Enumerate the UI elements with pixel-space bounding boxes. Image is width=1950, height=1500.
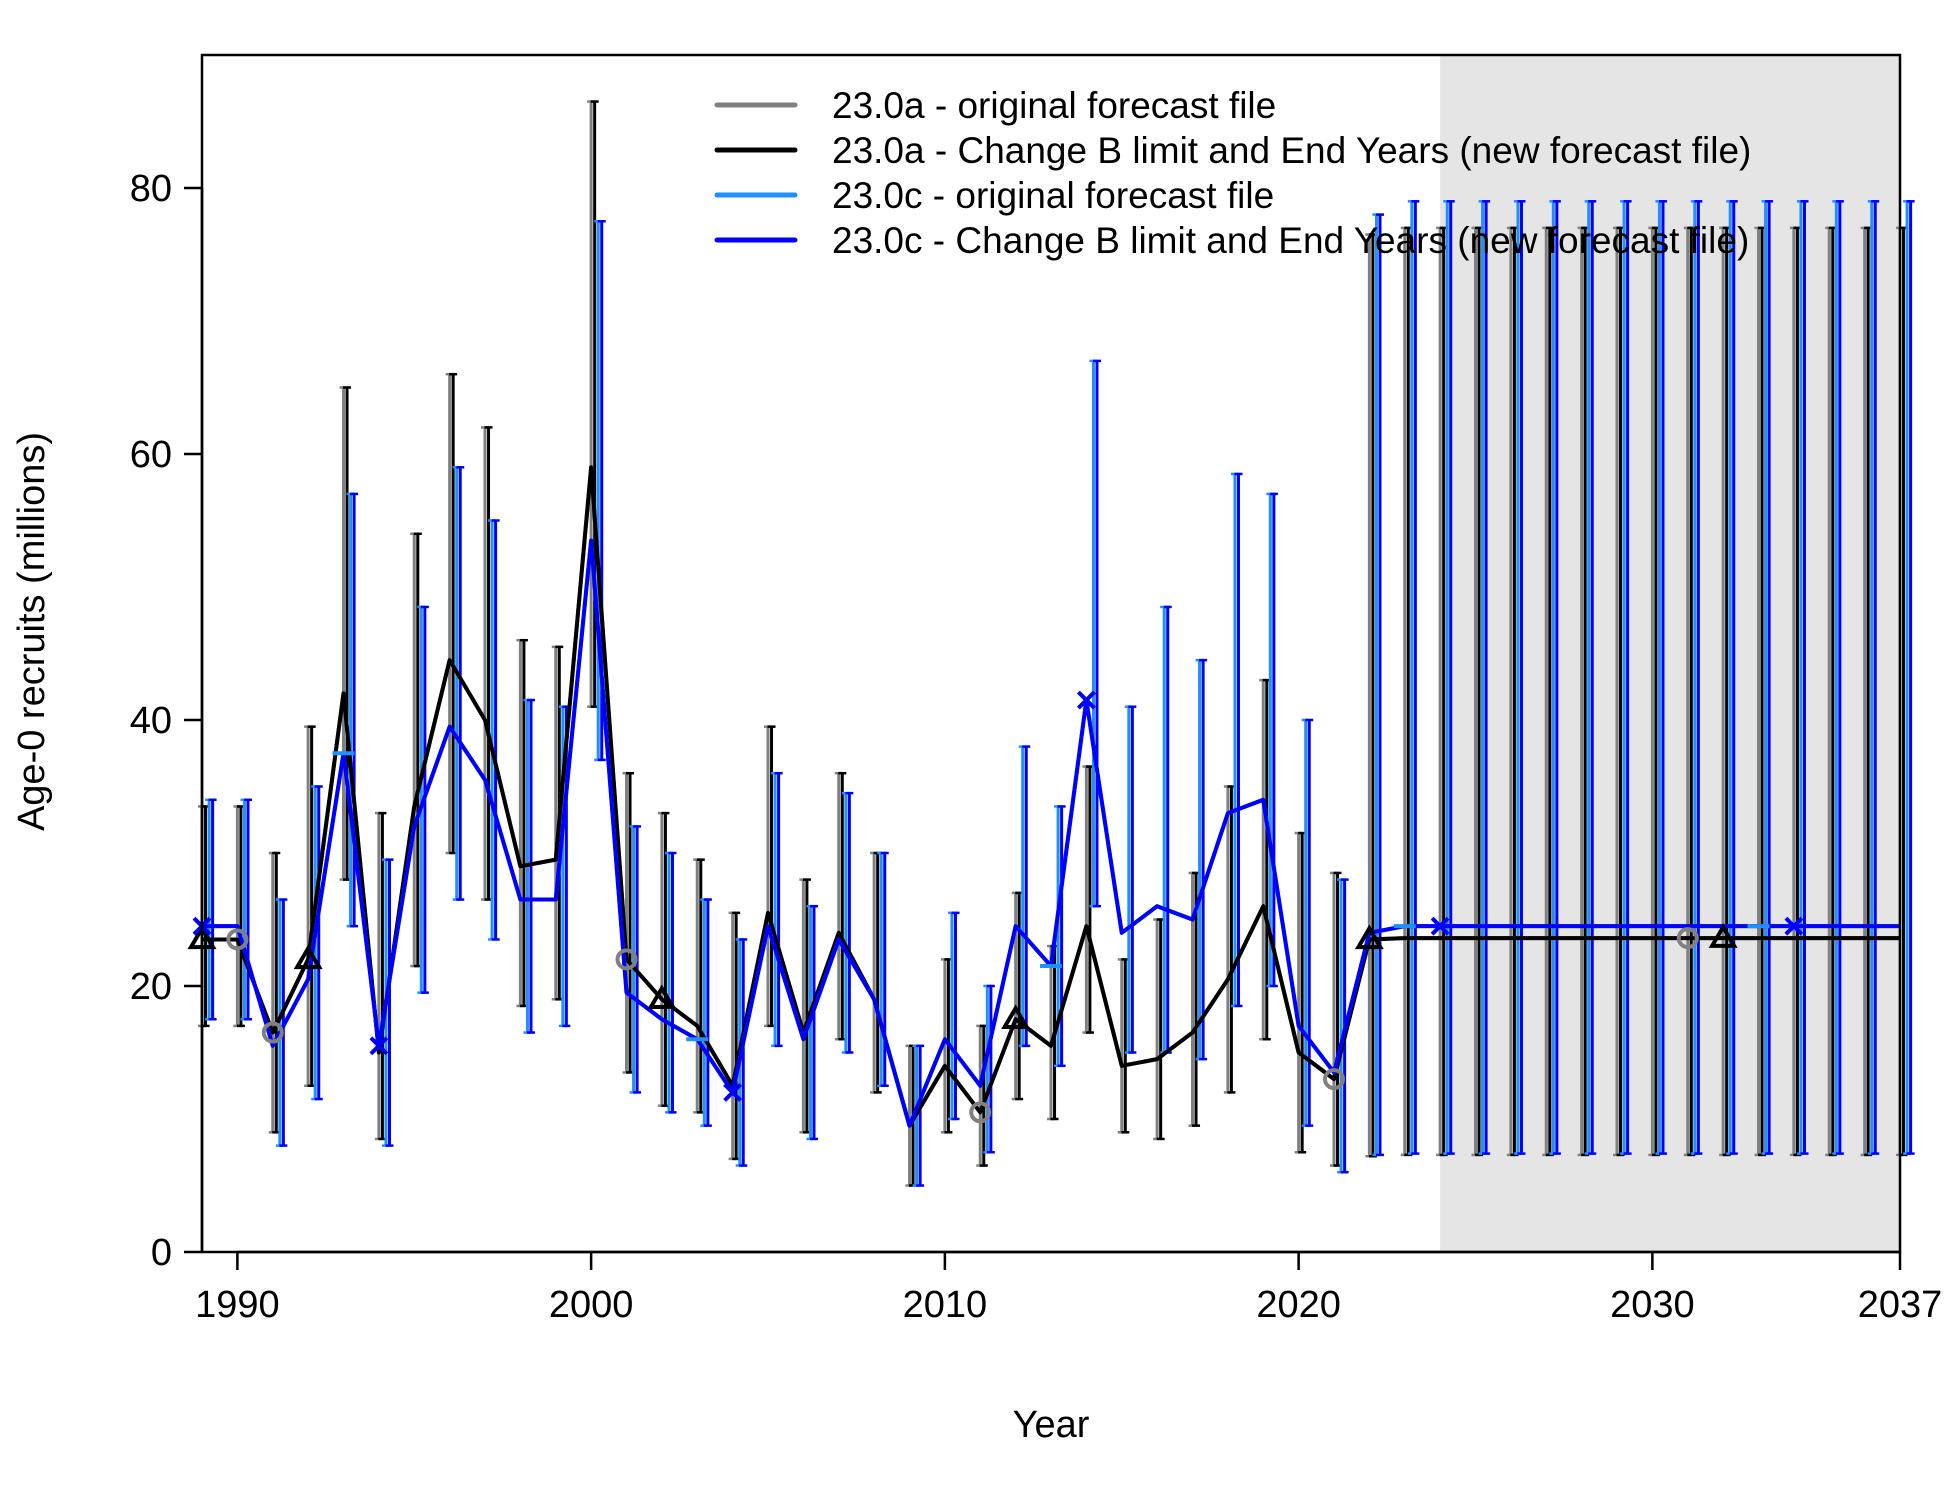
series-line <box>202 465 1900 1128</box>
data-point <box>1430 916 1450 936</box>
y-tick-label: 60 <box>130 434 172 476</box>
y-tick-label: 0 <box>151 1232 172 1274</box>
x-tick-label: 2037 <box>1858 1284 1943 1326</box>
legend-label: 23.0a - Change B limit and End Years (ne… <box>832 130 1751 171</box>
y-tick-label: 20 <box>130 966 172 1008</box>
data-point <box>1784 916 1804 936</box>
data-point <box>1708 923 1738 948</box>
legend-label: 23.0c - Change B limit and End Years (ne… <box>832 220 1749 261</box>
x-axis-label: Year <box>1013 1404 1090 1446</box>
y-tick-label: 80 <box>130 168 172 210</box>
data-point <box>1076 690 1096 710</box>
y-tick-label: 40 <box>130 700 172 742</box>
x-tick-label: 2010 <box>903 1284 988 1326</box>
data-point <box>1676 927 1699 950</box>
x-tick-label: 1990 <box>195 1284 280 1326</box>
data-point <box>615 948 638 971</box>
data-point <box>647 984 677 1009</box>
x-tick-label: 2000 <box>549 1284 634 1326</box>
x-tick-label: 2020 <box>1256 1284 1341 1326</box>
x-tick-label: 2030 <box>1610 1284 1695 1326</box>
data-point <box>261 1021 284 1044</box>
data-point <box>226 928 249 951</box>
data-point <box>1354 924 1384 950</box>
data-point <box>293 944 323 970</box>
legend-label: 23.0c - original forecast file <box>832 175 1274 216</box>
data-point <box>1001 1004 1031 1029</box>
data-point <box>969 1101 992 1124</box>
data-point <box>369 1036 389 1056</box>
y-axis-label: Age-0 recruits (millions) <box>11 432 53 831</box>
data-point <box>723 1082 743 1102</box>
data-point <box>1323 1068 1345 1091</box>
legend-label: 23.0a - original forecast file <box>832 85 1276 126</box>
